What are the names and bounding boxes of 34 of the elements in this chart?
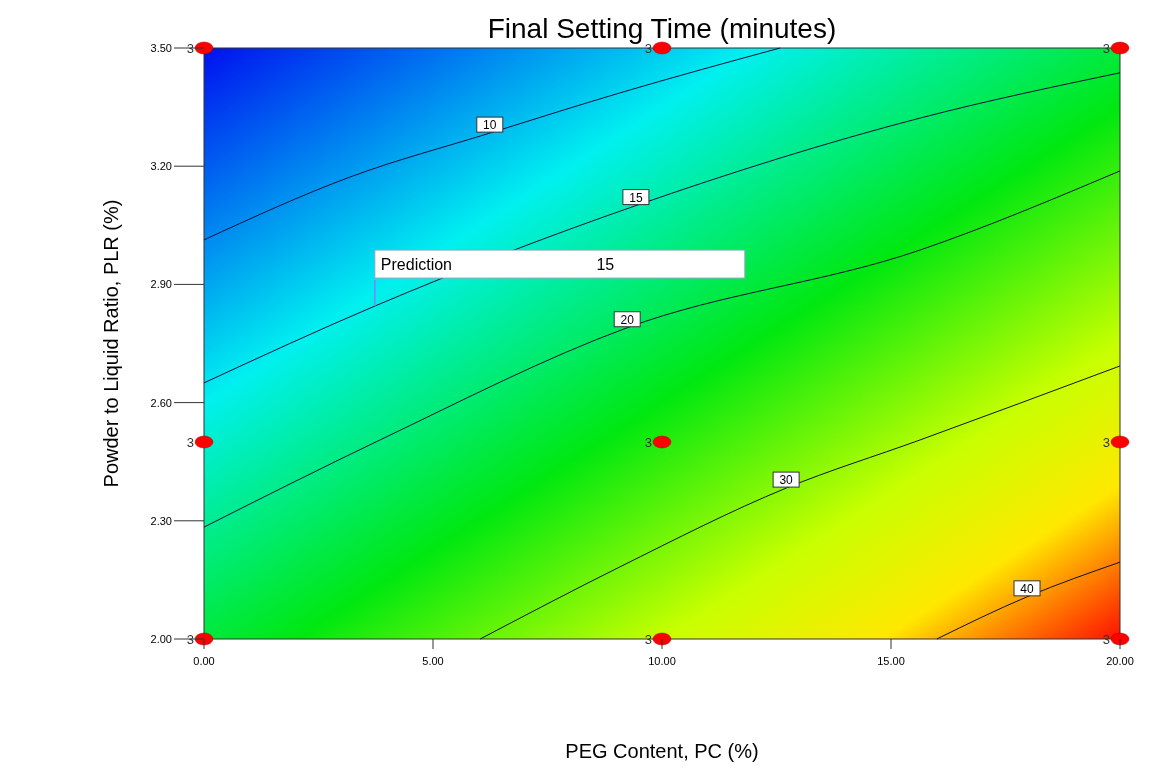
y-tick-label: 3.50: [150, 42, 172, 54]
y-tick-label: 2.60: [150, 396, 172, 409]
y-tick-label: 3.20: [150, 160, 172, 173]
annotation: Prediction 15: [380, 256, 615, 274]
line-series: [203, 170, 1121, 528]
x-tick-label: 10.00: [648, 655, 676, 667]
point: [1110, 435, 1130, 449]
x-tick-label: 0.00: [193, 655, 215, 667]
y-tick-label: 2.00: [150, 633, 172, 645]
line-series: [203, 72, 1121, 384]
point: [652, 435, 672, 449]
point: [1110, 632, 1130, 646]
y-axis-title: Powder to Liquid Ratio, PLR (%): [100, 199, 122, 488]
y-tick-label: 2.90: [150, 278, 172, 291]
point: [652, 41, 672, 55]
series-label: 30: [779, 473, 794, 488]
y-tick-label: 2.30: [150, 514, 172, 527]
x-tick-label: 5.00: [422, 655, 444, 667]
x-tick-label: 15.00: [877, 655, 905, 667]
series-label: 10: [483, 118, 497, 133]
chart-title: Final Setting Time (minutes): [487, 13, 837, 44]
point: [194, 435, 214, 449]
x-tick-label: 20.00: [1106, 655, 1134, 667]
annotation: 3: [186, 41, 194, 56]
series-label: 15: [629, 190, 643, 205]
point: [1110, 41, 1130, 55]
annotation: 3: [186, 632, 194, 647]
annotation: 3: [1102, 435, 1110, 450]
annotation: 3: [644, 435, 652, 450]
annotation: 3: [186, 435, 194, 450]
point: [652, 632, 672, 646]
series-label: 40: [1020, 581, 1035, 596]
series-label: 20: [620, 312, 635, 327]
x-axis-title: PEG Content, PC (%): [565, 740, 759, 762]
